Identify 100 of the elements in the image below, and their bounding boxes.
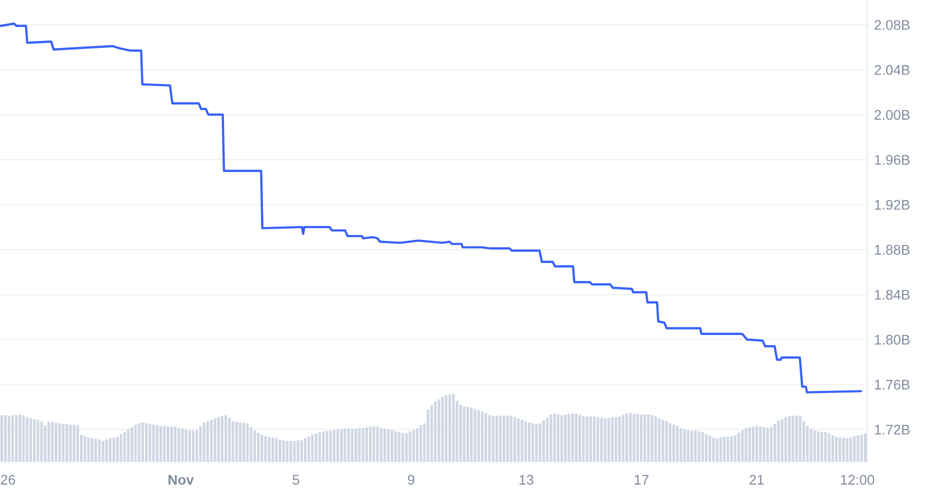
bar [592,416,596,462]
bar [488,415,491,462]
bar [159,426,162,462]
bar [495,416,498,462]
bar [441,396,444,462]
bar [26,417,28,462]
bar [701,432,704,462]
x-tick-label: 21 [750,474,764,485]
bar [326,430,328,462]
bar [502,416,506,462]
bar [813,430,816,462]
bar [184,429,188,462]
bar [708,435,712,462]
bar [647,414,650,462]
bar [358,428,361,462]
bar [650,415,654,462]
bar [629,413,632,462]
bar [368,426,372,462]
bar [853,436,856,462]
y-tick-label: 2.08B [874,20,910,30]
bar [788,416,791,462]
bar [470,408,473,462]
bar [408,431,412,462]
bar [66,424,68,462]
bar [513,417,516,462]
x-tick-label: 12:00 [841,474,874,485]
y-tick-label: 2.00B [874,110,910,120]
bar [672,424,676,462]
bar [4,415,7,462]
bar [632,414,636,462]
bar [560,415,564,462]
bar [856,435,860,462]
bar [434,401,437,462]
bar [756,426,758,462]
bar [604,418,606,462]
bar [98,440,101,462]
bar [578,415,582,462]
x-tick-label: 5 [292,475,300,485]
bar [683,429,686,462]
bar [466,406,470,462]
bar [170,426,173,462]
bar [87,438,90,462]
bar [546,418,549,462]
bar [824,432,827,462]
y-tick-label: 1.84B [875,290,910,300]
bar [792,416,794,462]
bar [726,436,730,462]
bar [196,430,198,462]
bar [625,414,628,462]
bar [84,436,86,462]
bar [668,423,672,462]
bar [734,435,736,462]
bar [614,417,618,462]
y-tick-label: 1.92B [875,200,910,210]
bar [658,418,661,462]
bar [282,440,285,462]
bar [296,440,300,462]
bar [730,436,733,462]
bar [686,430,690,462]
bar [600,418,603,462]
bar [214,418,216,462]
bar [69,424,72,462]
bar [849,438,852,462]
bar [8,416,10,462]
bar [311,434,314,462]
bar [271,438,274,462]
bar [126,429,130,462]
bar [318,432,322,462]
bar [752,426,755,462]
bar [704,434,708,462]
bar [506,416,509,462]
bar [448,394,452,462]
bar [332,430,336,462]
bar [336,429,340,462]
bar [712,438,715,462]
bar [47,422,50,462]
bar [644,414,646,462]
bar [72,424,76,462]
bar [134,424,137,462]
bar [138,423,140,462]
bar [188,430,191,462]
bar [202,422,206,462]
bar [452,394,455,462]
bar [344,428,346,462]
bar [438,399,440,462]
x-tick-label: 26 [0,474,16,485]
bar [112,438,116,462]
bar [238,422,242,462]
bar [864,433,866,462]
bar [719,438,722,462]
bar [394,431,397,462]
bar [260,434,264,462]
bar [568,414,570,462]
bar [820,432,824,462]
bar [387,429,390,462]
bar [362,428,364,462]
bar [390,430,394,462]
bar [253,430,256,462]
bar [314,433,318,462]
bar [300,440,303,462]
